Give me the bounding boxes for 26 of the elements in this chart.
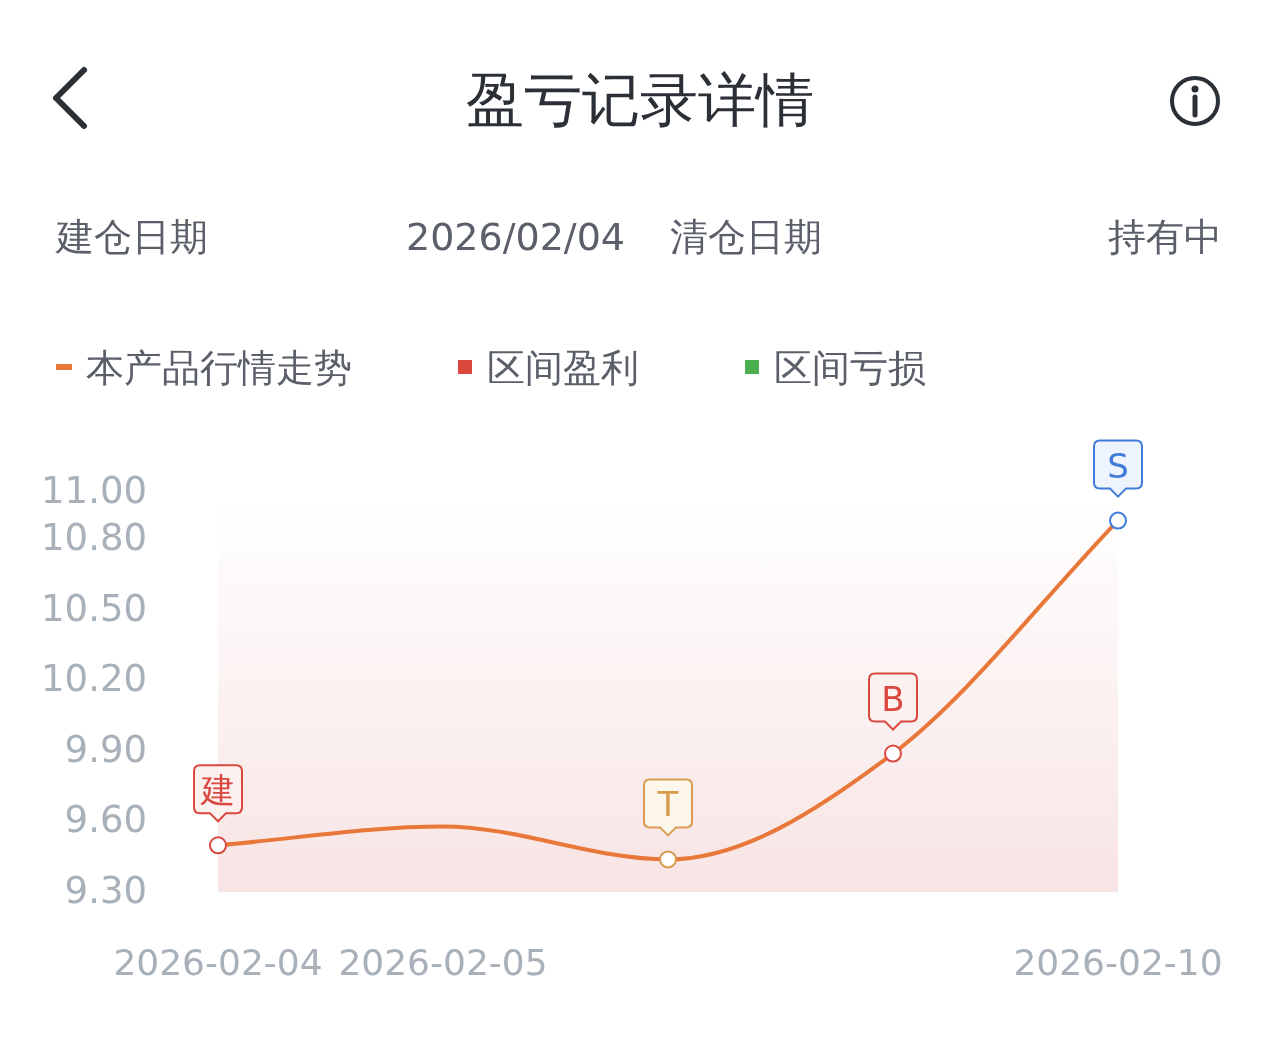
- text: 持有中: [1108, 215, 1222, 259]
- annotation: B: [881, 678, 905, 719]
- y-tick-label: 9.30: [64, 869, 147, 912]
- x-tick-label: 2026-02-10: [1013, 942, 1223, 983]
- annotation: B: [868, 672, 918, 731]
- y-tick-label: 9.60: [64, 798, 147, 842]
- y-tick-label: 10.20: [41, 657, 147, 701]
- y-tick-label: 11.00: [41, 469, 147, 512]
- y-tick-label: 9.90: [64, 727, 147, 771]
- legend-label: 区间盈利: [487, 346, 639, 390]
- text: 清仓日期: [670, 215, 822, 259]
- x-tick-label: 2026-02-04: [113, 942, 323, 983]
- annotation: S: [1107, 445, 1129, 486]
- annotation: T: [656, 784, 679, 825]
- text: 建仓日期: [55, 215, 208, 259]
- title: 盈亏记录详情: [466, 66, 814, 134]
- legend-label: 区间亏损: [774, 346, 926, 390]
- y-tick-label: 10.80: [41, 516, 147, 560]
- annotation: T: [643, 778, 693, 837]
- annotation: S: [1093, 439, 1143, 498]
- x-tick-label: 2026-02-05: [338, 942, 548, 983]
- legend-label: 本产品行情走势: [86, 346, 352, 390]
- text: 2026/02/04: [406, 215, 626, 259]
- y-tick-label: 10.50: [41, 586, 147, 630]
- annotation: 建: [200, 770, 235, 811]
- annotation: 建: [193, 764, 243, 823]
